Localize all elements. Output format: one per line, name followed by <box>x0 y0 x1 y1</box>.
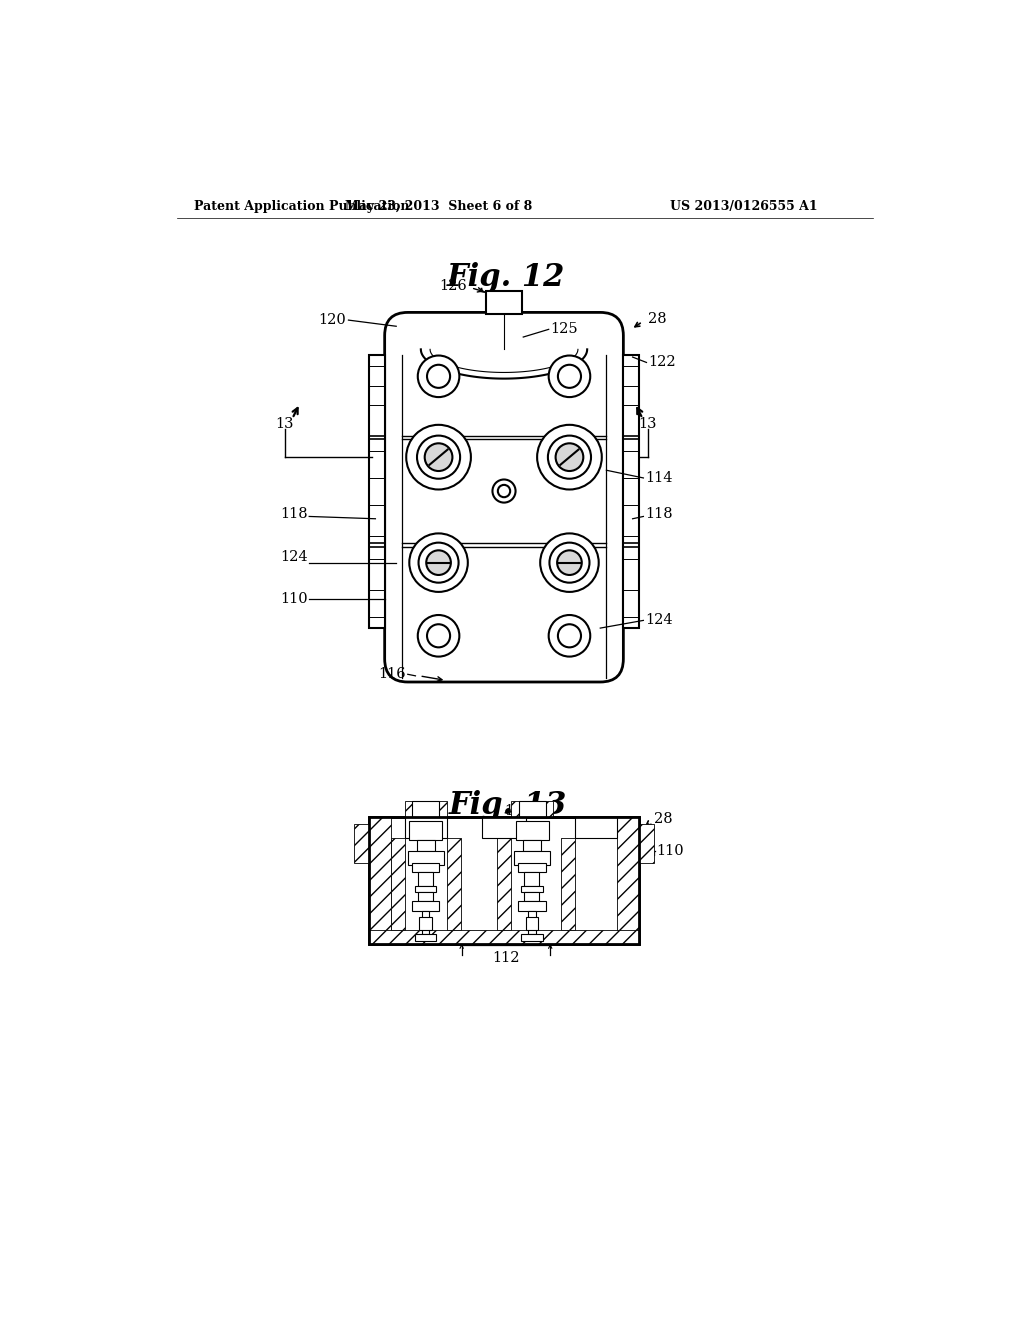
Circle shape <box>425 444 453 471</box>
Bar <box>518 902 546 911</box>
Circle shape <box>418 355 460 397</box>
Bar <box>524 892 540 902</box>
Text: 114: 114 <box>404 804 432 818</box>
Bar <box>412 863 439 873</box>
Bar <box>524 873 540 886</box>
Bar <box>391 838 404 929</box>
Circle shape <box>426 550 451 576</box>
Circle shape <box>407 425 471 490</box>
Circle shape <box>541 533 599 591</box>
Bar <box>514 851 550 866</box>
Text: 125: 125 <box>550 322 578 337</box>
Text: 124: 124 <box>645 614 673 627</box>
Bar <box>447 838 461 929</box>
Bar <box>511 801 553 817</box>
Bar <box>418 873 433 886</box>
Bar <box>404 801 447 817</box>
Bar <box>408 851 444 866</box>
Bar <box>419 917 432 929</box>
Circle shape <box>538 425 602 490</box>
Bar <box>415 886 436 892</box>
Bar <box>418 892 433 902</box>
Bar <box>370 817 639 944</box>
Circle shape <box>548 436 591 479</box>
Bar <box>518 801 546 817</box>
Bar <box>561 838 574 929</box>
Bar <box>521 933 543 941</box>
Text: 120: 120 <box>318 313 346 327</box>
Circle shape <box>549 615 590 656</box>
Bar <box>370 929 639 944</box>
Text: 118: 118 <box>280 507 307 521</box>
Circle shape <box>427 364 451 388</box>
Bar <box>639 825 654 863</box>
Circle shape <box>549 355 590 397</box>
Bar <box>370 817 639 944</box>
Bar <box>370 817 391 944</box>
Bar <box>370 355 385 628</box>
Circle shape <box>558 364 581 388</box>
Text: 118: 118 <box>645 507 673 521</box>
Bar <box>525 917 538 929</box>
Bar <box>422 911 429 933</box>
Text: 110: 110 <box>656 845 684 858</box>
Bar <box>515 821 549 840</box>
Text: 13: 13 <box>275 417 294 432</box>
Circle shape <box>427 624 451 647</box>
Circle shape <box>498 484 510 498</box>
Text: 116: 116 <box>379 668 407 681</box>
Circle shape <box>419 543 459 582</box>
Text: 112: 112 <box>492 950 519 965</box>
Circle shape <box>558 624 581 647</box>
Text: 126: 126 <box>439 280 467 293</box>
Text: Fig. 13: Fig. 13 <box>449 789 567 821</box>
Circle shape <box>417 436 460 479</box>
Text: 110: 110 <box>280 591 307 606</box>
Circle shape <box>557 550 582 576</box>
Bar <box>523 840 541 851</box>
Circle shape <box>493 479 515 503</box>
Bar <box>624 355 639 628</box>
Circle shape <box>410 533 468 591</box>
Bar <box>486 290 521 314</box>
Bar <box>412 902 439 911</box>
Text: Fig. 12: Fig. 12 <box>446 263 565 293</box>
Text: 28: 28 <box>654 812 673 826</box>
Text: 114: 114 <box>504 804 531 818</box>
Bar <box>410 821 442 840</box>
Bar <box>521 886 543 892</box>
FancyBboxPatch shape <box>385 313 624 682</box>
Bar <box>482 817 525 838</box>
Bar <box>415 933 436 941</box>
Text: 124: 124 <box>280 550 307 564</box>
Circle shape <box>556 444 584 471</box>
Bar <box>617 817 639 944</box>
Text: 13: 13 <box>639 417 657 432</box>
Text: US 2013/0126555 A1: US 2013/0126555 A1 <box>670 199 817 213</box>
Text: Patent Application Publication: Patent Application Publication <box>194 199 410 213</box>
Bar <box>354 825 370 863</box>
Bar <box>417 840 435 851</box>
Circle shape <box>550 543 590 582</box>
Circle shape <box>418 615 460 656</box>
Text: 28: 28 <box>648 312 667 326</box>
Text: 122: 122 <box>648 355 676 370</box>
Bar <box>518 863 546 873</box>
Text: May 23, 2013  Sheet 6 of 8: May 23, 2013 Sheet 6 of 8 <box>345 199 532 213</box>
Text: 114: 114 <box>645 471 673 484</box>
Bar <box>413 801 439 817</box>
Bar <box>404 817 447 838</box>
Bar <box>497 838 511 929</box>
Bar <box>574 817 617 838</box>
Bar <box>528 911 536 933</box>
